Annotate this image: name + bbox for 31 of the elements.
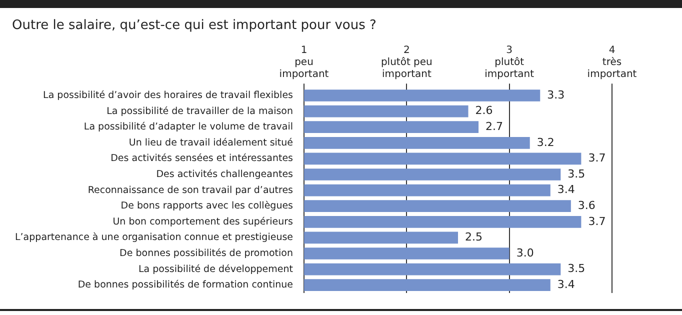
data-label: 3.5 [568, 262, 586, 276]
data-label: 3.4 [557, 183, 575, 196]
y-tick-label: L’appartenance à une organisation connue et prestigieuse [14, 232, 294, 244]
x-tick-label: 3 plutôt important [484, 45, 534, 80]
data-label: 3.7 [588, 152, 606, 165]
y-tick-label: De bonnes possibilités de formation continue [78, 280, 294, 291]
data-label: 3.2 [536, 136, 554, 149]
data-label: 3.4 [557, 278, 575, 291]
y-tick-label: Des activités challengeantes [156, 168, 294, 180]
x-tick-label: 2 plutôt peu important [380, 45, 432, 80]
y-tick-label: La possibilité de développement [138, 264, 294, 275]
data-label: 2.5 [465, 230, 483, 244]
y-tick-label: La possibilité de travailler de la maison [106, 106, 294, 117]
data-label: 3.0 [516, 246, 534, 260]
data-label: 3.7 [588, 214, 606, 228]
data-label: 2.7 [486, 120, 504, 133]
data-label: 3.3 [547, 88, 565, 102]
y-tick-label: Des activités sensées et intéressantes [110, 153, 294, 164]
text: Outre le salaire, qu’est-ce qui est important pour vous ? [12, 18, 376, 34]
x-tick-label: 1 peu important [279, 45, 329, 80]
data-label: 3.5 [568, 167, 586, 180]
data-label: 3.6 [578, 198, 596, 212]
x-tick-label: 4 très important [587, 45, 637, 80]
y-tick-label: La possibilité d’avoir des horaires de travail flexibles [43, 90, 294, 101]
data-label: 2.6 [475, 104, 493, 118]
y-tick-label: De bons rapports avec les collègues [120, 200, 294, 212]
y-tick-label: De bonnes possibilités de promotion [120, 248, 294, 259]
y-tick-label: Reconnaissance de son travail par d’autres [88, 184, 294, 196]
y-tick-label: Un lieu de travail idéalement situé [128, 137, 294, 148]
y-tick-label: La possibilité d’adapter le volume de travail [84, 122, 294, 133]
y-tick-label: Un bon comportement des supérieurs [112, 216, 294, 228]
